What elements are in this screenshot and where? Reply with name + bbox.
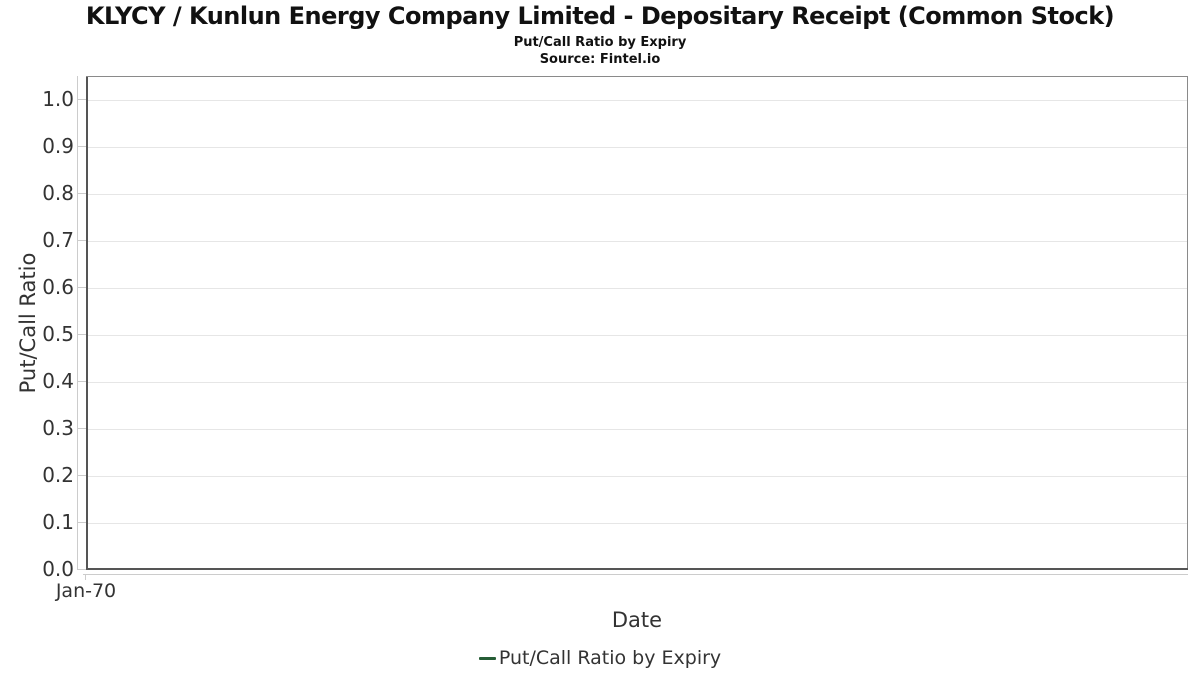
chart-title: KLYCY / Kunlun Energy Company Limited - …: [85, 2, 1115, 30]
y-axis-tick: [77, 240, 86, 241]
y-axis-tick-label: 0.0: [42, 557, 74, 581]
x-axis-tick-label: Jan-70: [55, 580, 117, 602]
y-axis-tick: [77, 569, 86, 570]
y-axis-tick: [77, 475, 86, 476]
gridline: [87, 100, 1187, 101]
x-axis-spine: [86, 568, 1188, 570]
y-axis-tick: [77, 428, 86, 429]
gridline: [87, 288, 1187, 289]
gridline: [87, 382, 1187, 383]
y-axis-tick-label: 0.3: [42, 416, 74, 440]
y-axis-tick-label: 0.6: [42, 275, 74, 299]
y-axis-tick: [77, 334, 86, 335]
y-axis-tick: [77, 146, 86, 147]
y-axis-tick-label: 0.7: [42, 228, 74, 252]
gridline: [87, 476, 1187, 477]
gridline: [87, 241, 1187, 242]
x-axis-tick: [85, 574, 86, 580]
y-axis-tick-label: 0.4: [42, 369, 74, 393]
y-axis-spine: [86, 77, 88, 569]
x-axis-line: [83, 574, 1188, 575]
gridline: [87, 429, 1187, 430]
gridline: [87, 147, 1187, 148]
y-axis-tick-label: 0.5: [42, 322, 74, 346]
gridline: [87, 523, 1187, 524]
plot-area: [86, 76, 1188, 570]
legend-line-marker: [478, 656, 496, 660]
y-axis-tick: [77, 381, 86, 382]
y-axis-tick-label: 0.9: [42, 134, 74, 158]
gridline: [87, 194, 1187, 195]
y-axis-tick-label: 1.0: [42, 87, 74, 111]
y-axis-tick: [77, 287, 86, 288]
y-axis-tick: [77, 522, 86, 523]
y-axis-tick: [77, 99, 86, 100]
y-axis-tick-label: 0.2: [42, 463, 74, 487]
y-axis-tick: [77, 193, 86, 194]
chart-source-note: Source: Fintel.io: [539, 52, 661, 67]
y-axis-tick-label: 0.1: [42, 510, 74, 534]
y-axis-title: Put/Call Ratio: [16, 252, 40, 394]
chart-subtitle: Put/Call Ratio by Expiry: [513, 35, 687, 50]
y-axis-line: [77, 76, 78, 570]
legend-series-label: Put/Call Ratio by Expiry: [498, 647, 722, 669]
y-axis-tick-label: 0.8: [42, 181, 74, 205]
legend: Put/Call Ratio by Expiry: [0, 646, 1200, 670]
x-axis-title: Date: [611, 608, 663, 632]
gridline: [87, 335, 1187, 336]
